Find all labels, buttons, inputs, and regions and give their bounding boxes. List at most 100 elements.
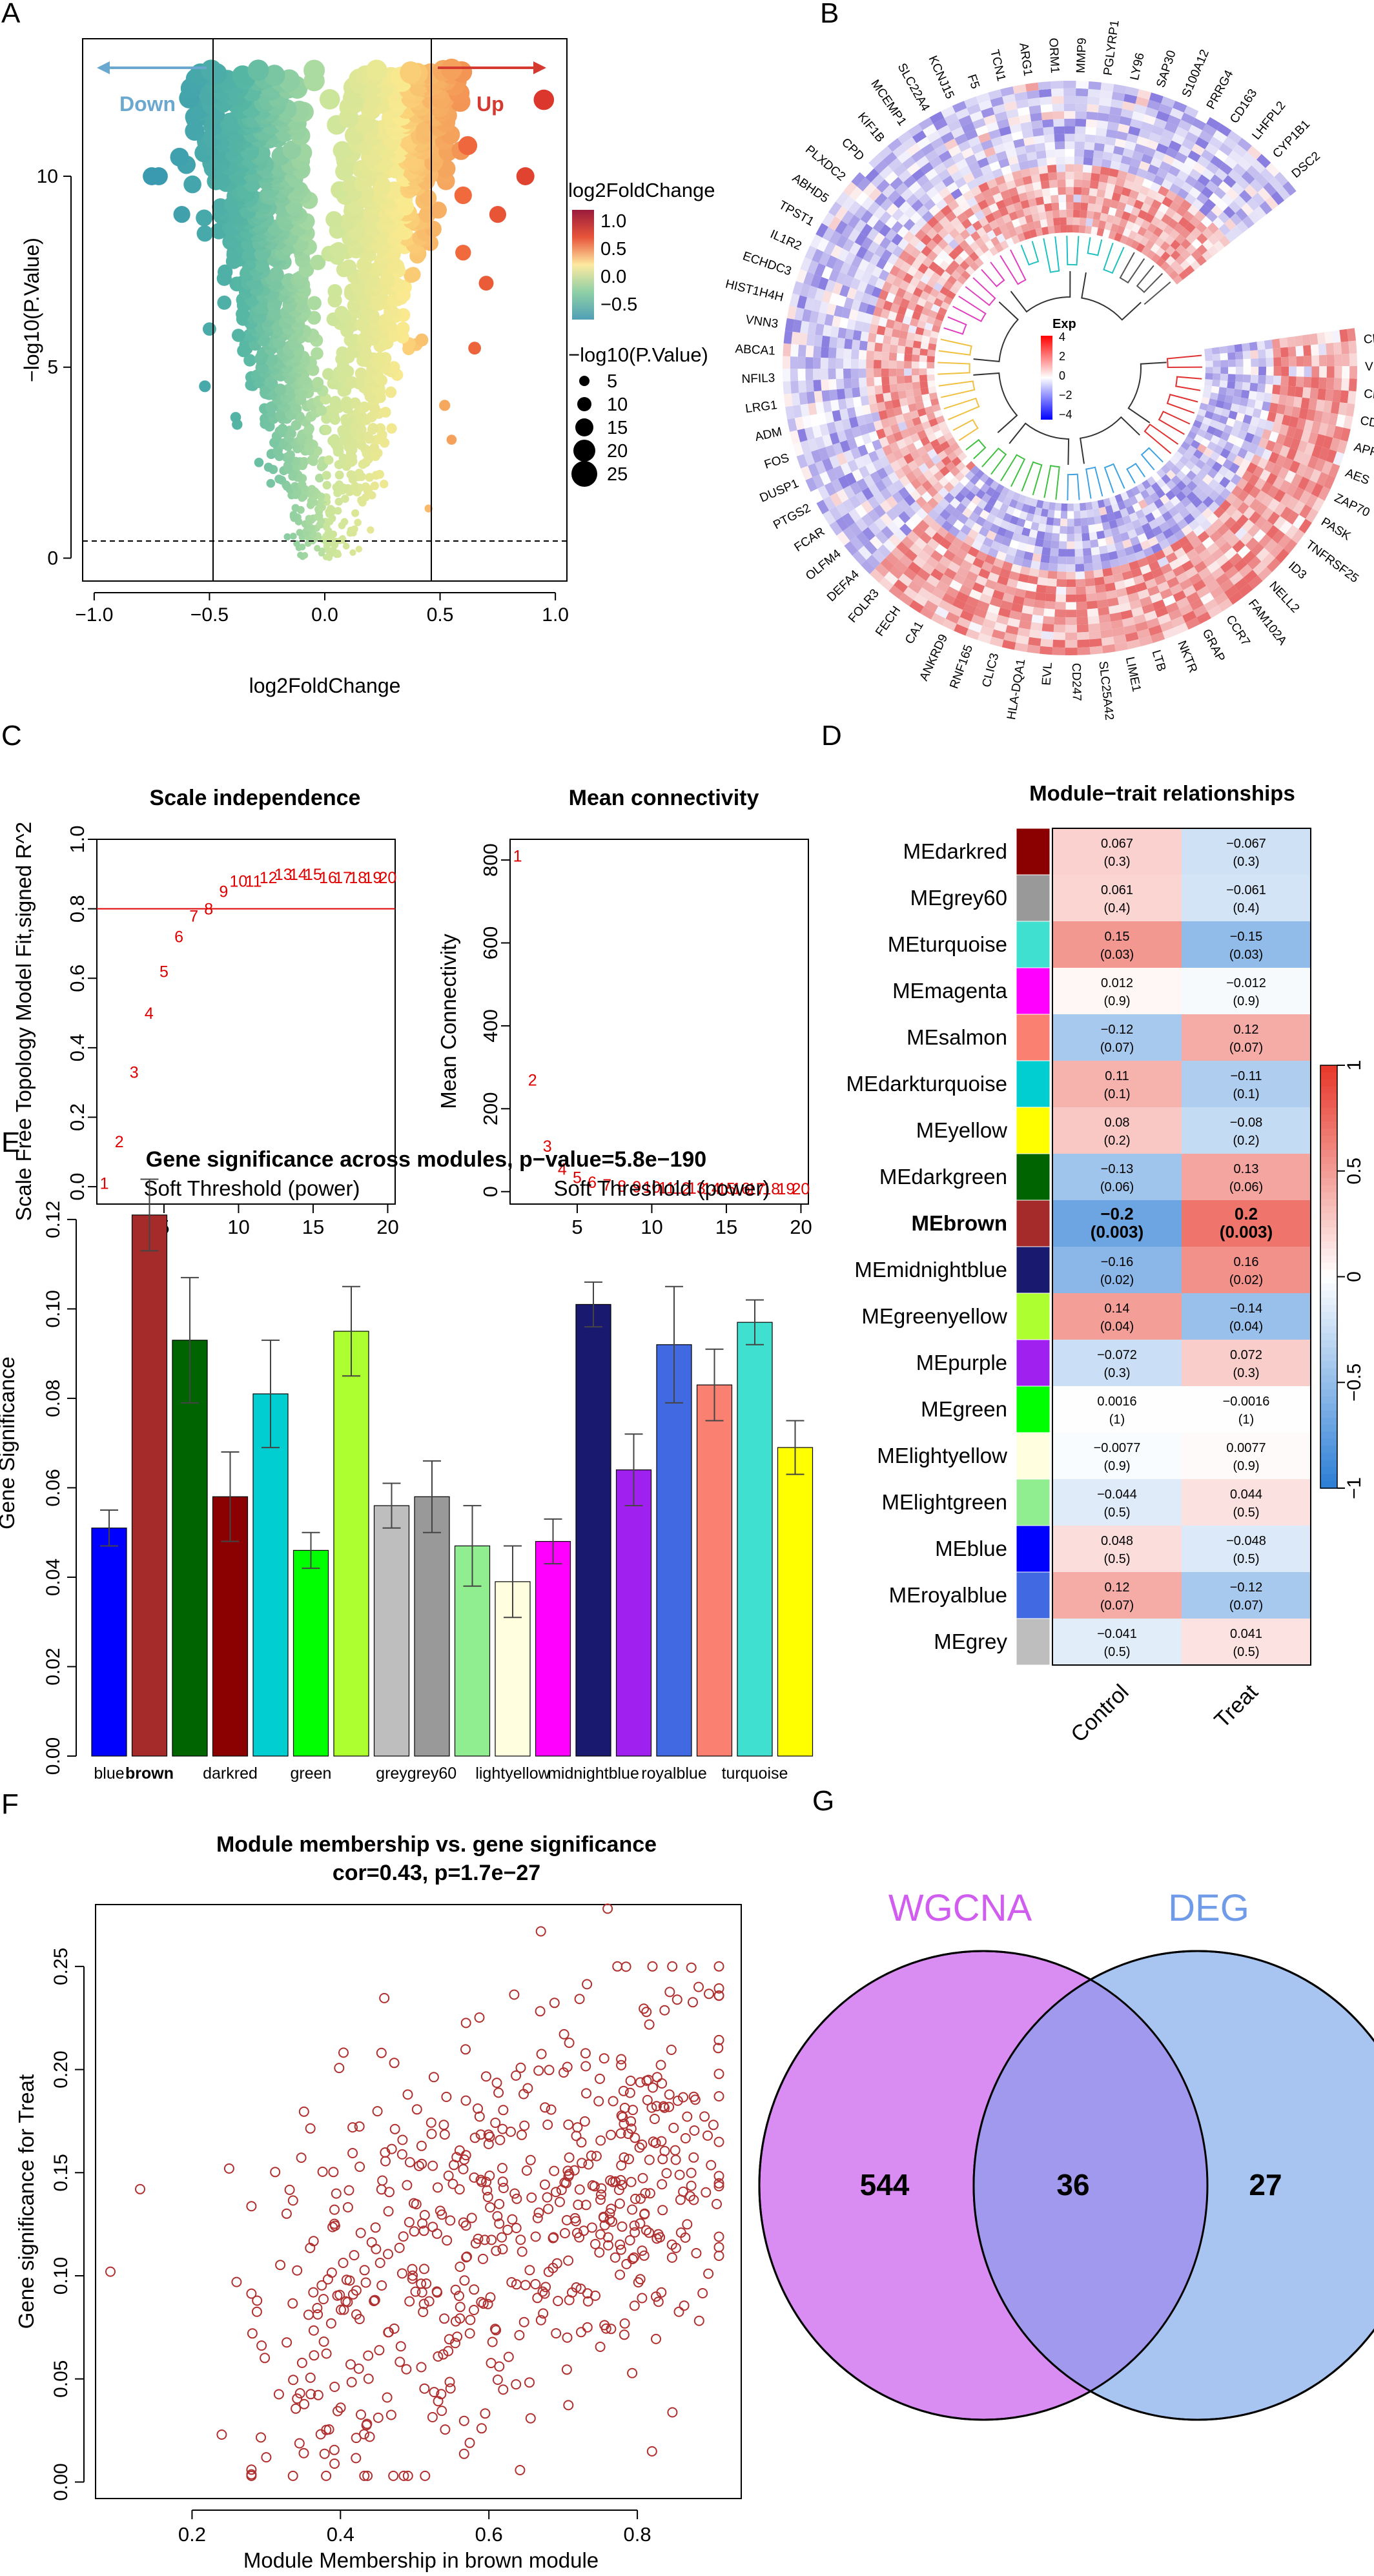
- heat-cell: [1271, 393, 1280, 404]
- heat-cell: [890, 391, 899, 401]
- colorbar-cell: [1320, 1319, 1337, 1327]
- dendrogram-branch: [938, 362, 970, 375]
- cor-control: 0.14: [1105, 1302, 1130, 1316]
- column-label: Control: [1066, 1680, 1133, 1747]
- heat-cell: [1082, 172, 1092, 181]
- colorbar-cell: [1320, 1305, 1337, 1313]
- heat-cell: [1065, 148, 1075, 157]
- heat-cell: [881, 360, 889, 369]
- colorbar-cell: [1320, 1192, 1337, 1200]
- heat-cell: [791, 331, 801, 345]
- colorbar-cell: [1320, 1269, 1337, 1278]
- dendrogram-branch: [1021, 461, 1043, 496]
- heat-cell: [1076, 586, 1086, 595]
- heat-cell: [1074, 518, 1082, 527]
- heat-cell: [820, 369, 828, 380]
- heat-cell: [1081, 187, 1090, 196]
- heat-cell: [1047, 165, 1057, 173]
- heat-cell: [1065, 587, 1076, 595]
- d-column-labels: Control Treat: [1066, 1679, 1263, 1747]
- heat-cell: [1249, 382, 1258, 392]
- heat-cell: [883, 392, 892, 402]
- heat-cell: [1051, 202, 1060, 211]
- gene-label: PGLYRP1: [1102, 19, 1122, 76]
- heat-cell: [1045, 141, 1056, 150]
- volcano-point: [355, 546, 363, 553]
- heat-cell: [805, 380, 814, 393]
- heat-cell: [799, 332, 808, 345]
- heat-cell: [1051, 540, 1060, 549]
- heat-cell: [1040, 555, 1051, 564]
- gene-label: CCR7: [1223, 613, 1253, 648]
- volcano-point: [322, 553, 329, 560]
- volcano-point: [446, 434, 457, 445]
- colorbar-cell: [1320, 1129, 1337, 1137]
- gene-label: AES: [1344, 466, 1371, 487]
- heat-cell: [1242, 351, 1251, 360]
- volcano-point: [341, 259, 357, 275]
- heat-cell: [1228, 367, 1236, 374]
- heat-cell: [1087, 615, 1100, 624]
- colorbar-cell: [1320, 1481, 1337, 1489]
- heat-cell: [1065, 617, 1077, 625]
- heat-cell: [1256, 340, 1266, 351]
- heat-cell: [1063, 96, 1076, 104]
- module-swatch: [1016, 1246, 1051, 1294]
- pval-treat: (0.1): [1233, 1087, 1259, 1101]
- volcano-point: [291, 420, 302, 431]
- bar: [373, 1505, 410, 1757]
- heat-cell: [1220, 353, 1228, 361]
- heat-cell: [858, 377, 867, 387]
- heat-cell: [1040, 180, 1050, 189]
- heat-cell: [1036, 150, 1047, 159]
- heat-cell: [1266, 375, 1274, 385]
- cor-control: 0.15: [1105, 930, 1130, 944]
- dendrogram-branch: [1143, 281, 1171, 305]
- bar: [414, 1496, 450, 1757]
- bar: [737, 1322, 773, 1757]
- gene-label: ABHD5: [790, 171, 831, 205]
- dendrogram-branch: [1043, 236, 1060, 273]
- pval-treat: (0.3): [1233, 1366, 1259, 1380]
- category-label: grey60: [407, 1764, 456, 1783]
- heat-cell: [1092, 562, 1103, 571]
- heat-cell: [1280, 376, 1289, 386]
- heat-cell: [1053, 218, 1061, 226]
- heat-cell: [1225, 387, 1235, 396]
- volcano-point: [375, 469, 384, 479]
- volcano-point: [351, 525, 358, 533]
- dendrogram-branch: [1085, 466, 1103, 499]
- gene-label: LY96: [1128, 52, 1147, 82]
- heat-cell: [1073, 503, 1080, 511]
- heat-cell: [859, 386, 868, 397]
- heat-cell: [1027, 159, 1038, 169]
- heat-cell: [1054, 609, 1066, 618]
- heat-cell: [823, 324, 832, 337]
- colorbar-cell: [1320, 1227, 1337, 1235]
- heat-cell: [1041, 111, 1054, 121]
- heat-cell: [1029, 629, 1042, 639]
- heat-cell: [1311, 355, 1320, 367]
- heat-cell: [1077, 631, 1089, 640]
- heat-cell: [1038, 165, 1049, 174]
- heat-cell: [1227, 359, 1236, 367]
- heat-cell: [805, 357, 814, 369]
- colorbar-cell: [1320, 1298, 1337, 1306]
- heat-cell: [1326, 354, 1335, 367]
- heat-cell: [891, 329, 901, 338]
- heat-cell: [813, 369, 821, 380]
- heat-cell: [1033, 599, 1045, 609]
- heat-cell: [927, 349, 936, 356]
- heat-cell: [1089, 646, 1103, 655]
- heat-cell: [783, 369, 791, 382]
- heat-cell: [1080, 202, 1089, 211]
- circos-legend-tick: −2: [1059, 389, 1072, 402]
- pval-treat: (0.07): [1229, 1599, 1263, 1613]
- colorbar-cell: [1320, 1446, 1337, 1454]
- heat-cell: [1310, 344, 1319, 356]
- volcano-point: [334, 470, 344, 480]
- gene-label: ABCA1: [735, 342, 775, 358]
- heat-cell: [919, 348, 928, 356]
- gene-label: RNF165: [947, 643, 976, 691]
- heat-cell: [1083, 164, 1092, 173]
